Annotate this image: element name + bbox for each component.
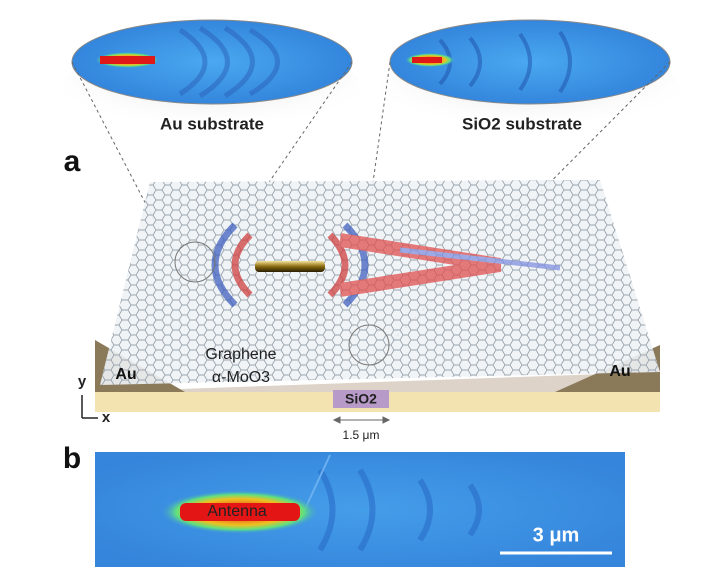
- panel-label: b: [63, 442, 81, 475]
- layer-label: SiO2: [345, 391, 377, 407]
- panel-label: a: [64, 145, 81, 178]
- layer-label: Au: [609, 363, 630, 380]
- layer-label: Au: [115, 366, 136, 383]
- layer-label: α-MoO3: [212, 369, 270, 386]
- scale-bar-label: 3 μm: [533, 524, 580, 546]
- antenna-rod: [255, 261, 325, 272]
- layer-label: Graphene: [205, 346, 276, 363]
- device: [95, 180, 660, 412]
- axis-label: x: [102, 409, 111, 426]
- gap-label: 1.5 μm: [343, 428, 380, 442]
- inset-label: Au substrate: [160, 114, 264, 133]
- axis-label: y: [78, 373, 87, 390]
- near-field-image: [95, 452, 625, 567]
- inset-label: SiO2 substrate: [462, 114, 582, 133]
- inset-au: [62, 19, 362, 140]
- inset-sio2: [380, 19, 680, 140]
- axes-icon: [81, 395, 98, 419]
- antenna-label: Antenna: [207, 503, 267, 520]
- gap-arrow: [332, 416, 391, 424]
